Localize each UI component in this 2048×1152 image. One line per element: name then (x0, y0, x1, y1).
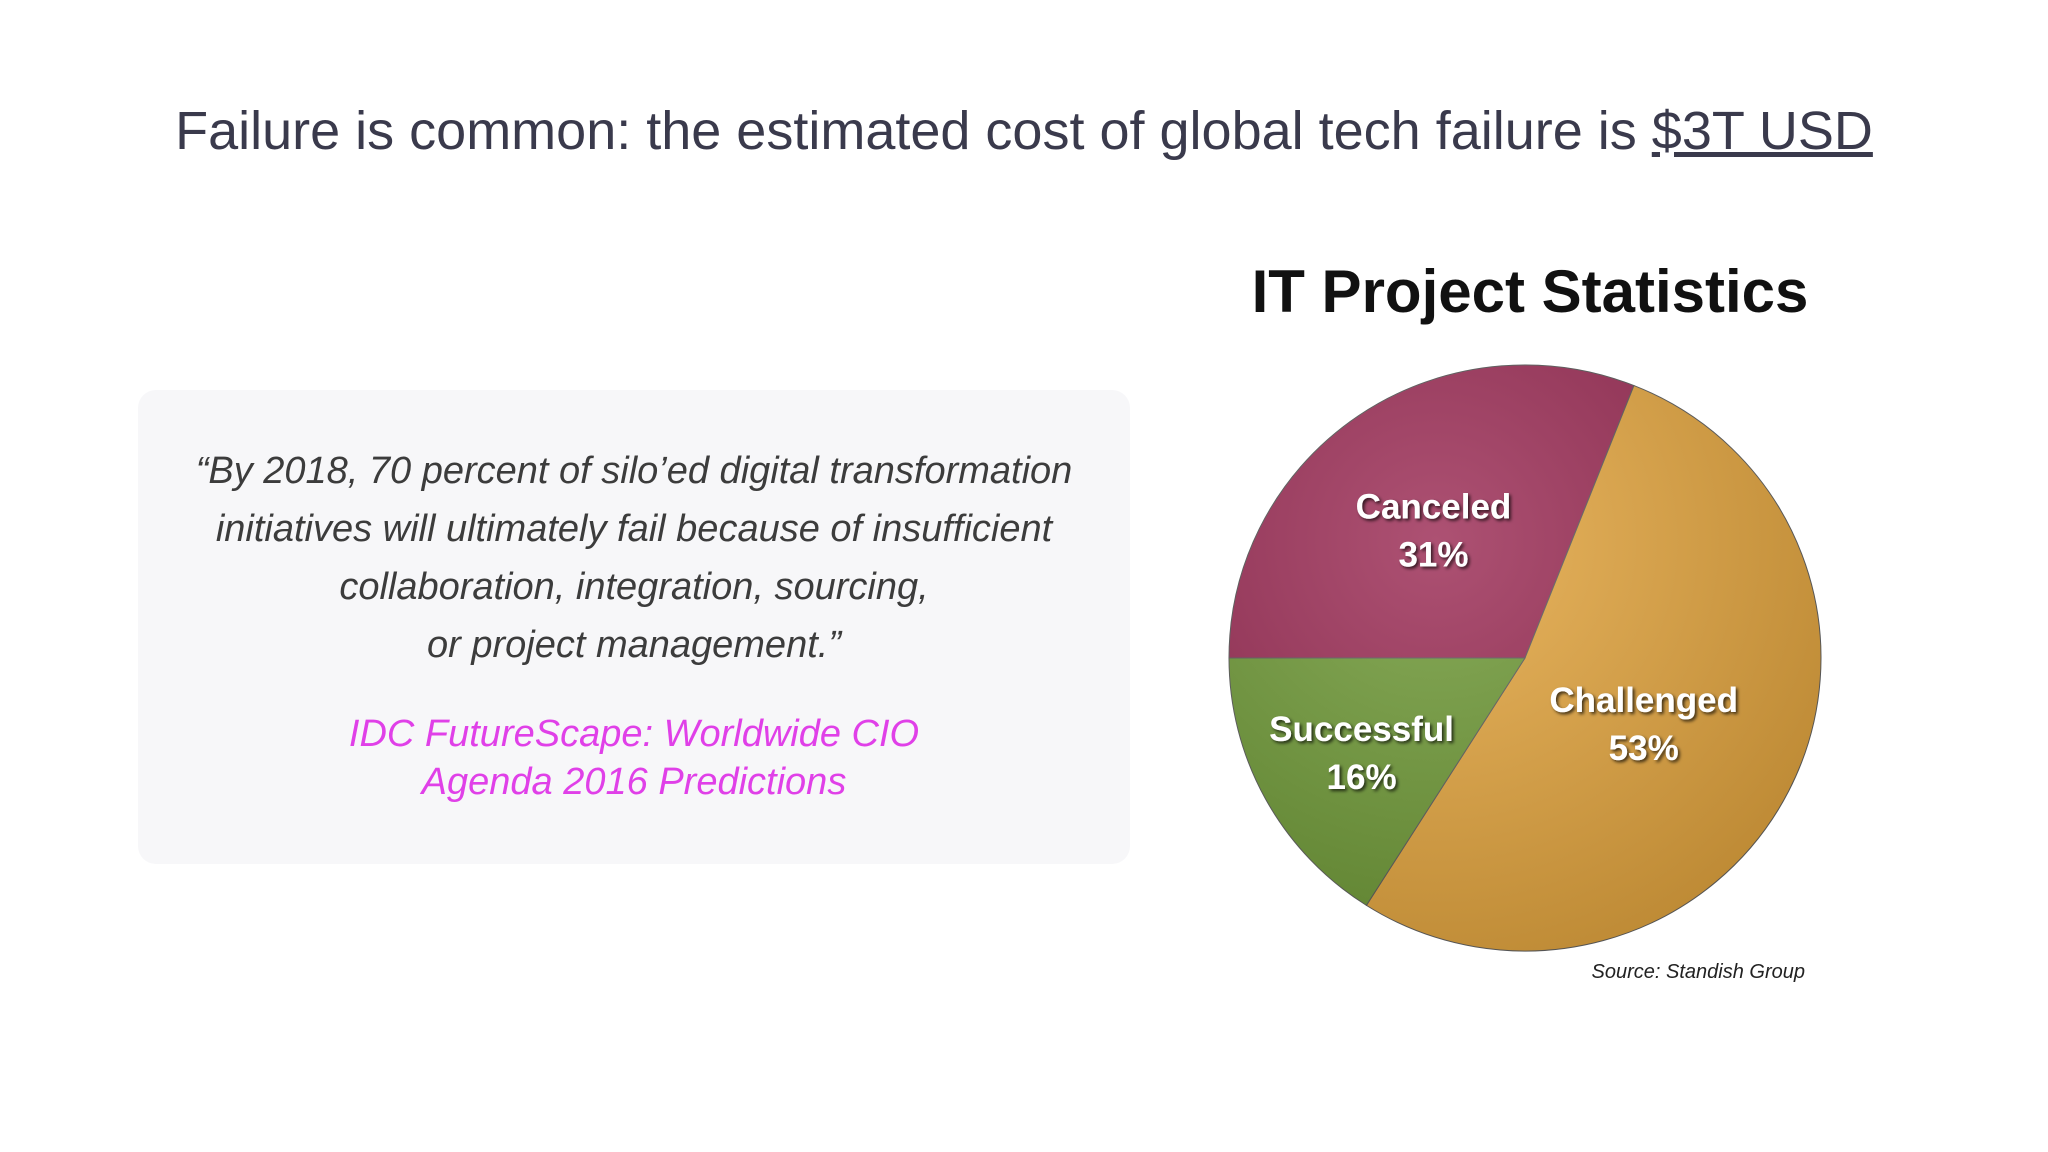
quote-source-line: IDC FutureScape: Worldwide CIO (348, 713, 920, 755)
quote-source-line: Agenda 2016 Predictions (421, 761, 847, 803)
quote-source: IDC FutureScape: Worldwide CIO Agenda 20… (138, 710, 1130, 806)
quote-line: initiatives will ultimately fail because… (215, 508, 1053, 550)
cost-link[interactable]: $3T USD (1651, 101, 1873, 161)
title-text: Failure is common: the estimated cost of… (175, 101, 1652, 161)
chart-title: IT Project Statistics (1252, 258, 1809, 325)
slice-value-canceled: 31% (1398, 536, 1468, 575)
slice-label-challenged: Challenged (1549, 681, 1738, 720)
slice-value-successful: 16% (1327, 758, 1397, 797)
slide-title: Failure is common: the estimated cost of… (0, 100, 2048, 162)
quote-line: collaboration, integration, sourcing, (339, 566, 929, 608)
slice-label-successful: Successful (1269, 710, 1454, 749)
quote-line: or project management.” (427, 624, 841, 666)
slice-value-challenged: 53% (1609, 729, 1679, 768)
pie-chart: IT Project Statistics Canceled 31% Challen… (1228, 258, 1822, 983)
chart-source: Source: Standish Group (1592, 961, 1805, 983)
slice-label-canceled: Canceled (1356, 488, 1512, 527)
quote-card (138, 390, 1130, 864)
quote-text: “By 2018, 70 percent of silo’ed digital … (138, 442, 1130, 674)
quote-line: “By 2018, 70 percent of silo’ed digital … (195, 450, 1073, 492)
